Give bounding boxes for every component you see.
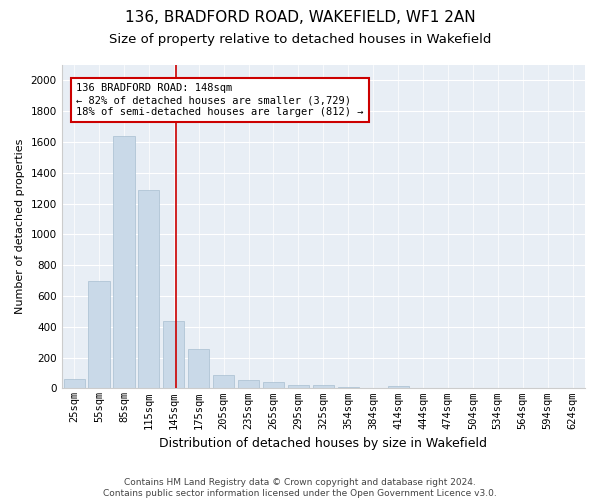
Bar xyxy=(338,387,359,388)
Bar xyxy=(113,136,134,388)
Bar xyxy=(313,386,334,388)
X-axis label: Distribution of detached houses by size in Wakefield: Distribution of detached houses by size … xyxy=(160,437,487,450)
Text: Contains HM Land Registry data © Crown copyright and database right 2024.
Contai: Contains HM Land Registry data © Crown c… xyxy=(103,478,497,498)
Text: Size of property relative to detached houses in Wakefield: Size of property relative to detached ho… xyxy=(109,32,491,46)
Bar xyxy=(88,280,110,388)
Text: 136 BRADFORD ROAD: 148sqm
← 82% of detached houses are smaller (3,729)
18% of se: 136 BRADFORD ROAD: 148sqm ← 82% of detac… xyxy=(76,84,364,116)
Bar xyxy=(263,382,284,388)
Bar xyxy=(64,379,85,388)
Bar xyxy=(388,386,409,388)
Bar xyxy=(188,349,209,389)
Y-axis label: Number of detached properties: Number of detached properties xyxy=(15,139,25,314)
Bar xyxy=(163,320,184,388)
Bar xyxy=(238,380,259,388)
Bar xyxy=(138,190,160,388)
Text: 136, BRADFORD ROAD, WAKEFIELD, WF1 2AN: 136, BRADFORD ROAD, WAKEFIELD, WF1 2AN xyxy=(125,10,475,25)
Bar xyxy=(288,384,309,388)
Bar xyxy=(213,374,234,388)
